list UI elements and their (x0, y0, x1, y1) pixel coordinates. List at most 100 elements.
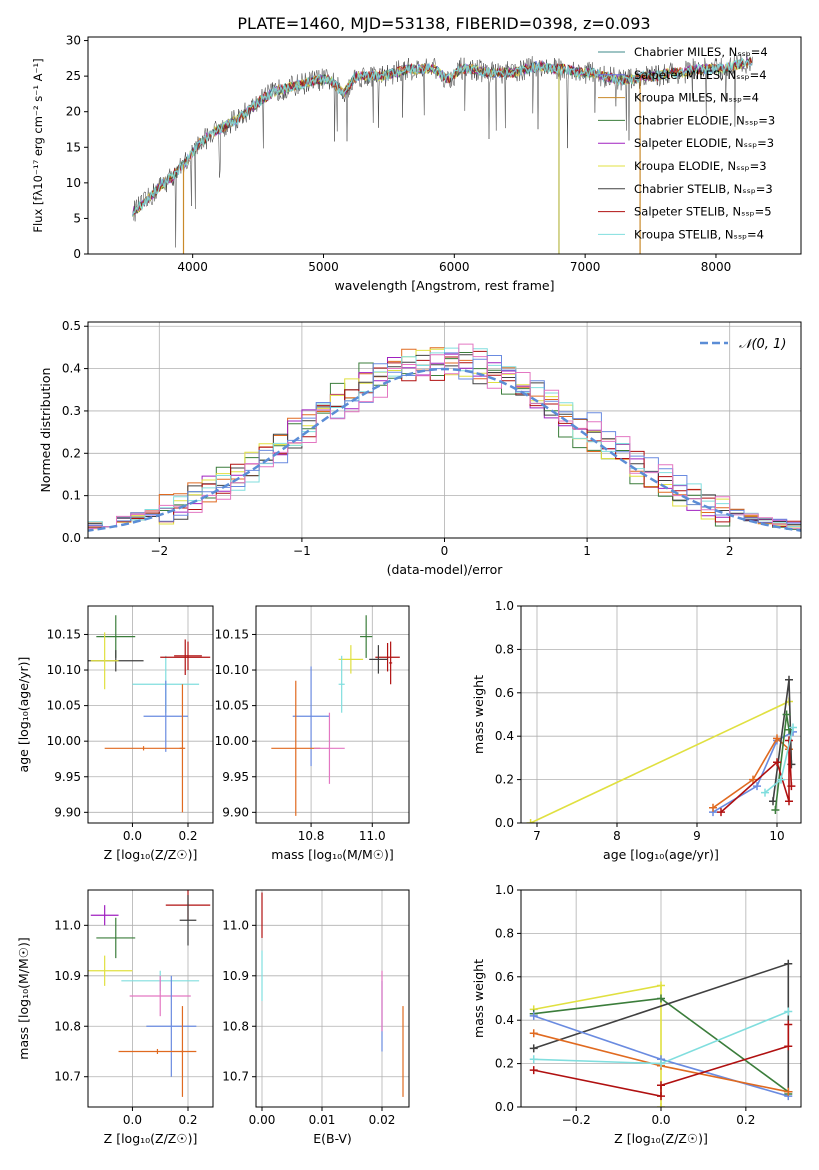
legend: Chabrier MILES, Nₛₛₚ=4 Salpeter MILES, Nₛ… (598, 45, 775, 241)
panel-mass-vs-ebv: 0.00 0.01 0.02 10.7 10.8 10.9 11.0 E(B-V) (222, 889, 410, 1146)
plot-area (88, 343, 801, 532)
weight-marker (657, 994, 665, 1003)
panel-residuals: −2 −1 0 1 2 0.0 0.1 0.2 0.3 0.4 0.5 (data-model)/er… (38, 319, 802, 577)
data-point-errorbar (338, 655, 345, 713)
y-axis-label: mass [log₁₀(M/M☉)] (16, 937, 31, 1059)
y-tick-label: 9.90 (54, 805, 81, 819)
weight-marker (777, 775, 785, 784)
gaussian-reference-curve (88, 367, 801, 532)
weight-marker (753, 782, 761, 791)
panel-spectrum: 4000 5000 6000 7000 8000 0 5 10 15 20 25 30 waveleng… (31, 34, 802, 293)
y-tick-label: 10.9 (54, 969, 81, 983)
legend-label: Chabrier STELIB, Nₛₛₚ=3 (634, 182, 773, 196)
data-point-errorbar (143, 680, 188, 752)
panel-mass-vs-Z: 0.0 0.2 10.7 10.8 10.9 11.0 Z [log₁₀(Z/Z☉)] mas… (16, 889, 214, 1146)
x-tick-label: −1 (293, 544, 311, 558)
y-tick-label: 10.10 (215, 663, 249, 677)
y-tick-label: 0.1 (62, 489, 81, 503)
weight-marker (529, 1066, 538, 1075)
x-tick-label: 0.0 (123, 1113, 142, 1127)
legend-label: Salpeter ELODIE, Nₛₛₚ=3 (634, 136, 774, 150)
data-point-errorbar (375, 642, 400, 672)
y-tick-label: 20 (66, 105, 81, 119)
plot-area (88, 890, 211, 1097)
data-point-errorbar (146, 975, 197, 1077)
data-point-errorbar (389, 641, 393, 685)
y-tick-label: 10.8 (54, 1019, 81, 1033)
y-tick-label: 0.0 (495, 816, 514, 830)
x-axis-label: mass [log₁₀(M/M☉)] (271, 847, 393, 862)
y-tick-label: 0.4 (495, 729, 514, 743)
weight-marker (771, 805, 780, 814)
figure-title: PLATE=1460, MJD=53138, FIBERID=0398, z=0… (237, 14, 650, 33)
y-tick-label: 10.7 (54, 1070, 81, 1084)
axes-frame (520, 605, 802, 824)
axes-frame (255, 605, 410, 824)
y-tick-label: 10.15 (47, 627, 81, 641)
y-tick-label: 0.6 (495, 970, 514, 984)
x-tick-label: 9 (693, 829, 701, 843)
x-tick-label: 5000 (308, 260, 339, 274)
y-tick-label: 10.05 (215, 699, 249, 713)
data-point-errorbar (314, 712, 345, 784)
plot-area (131, 51, 753, 254)
x-tick-label: 0.00 (249, 1113, 276, 1127)
x-axis-label: E(B-V) (313, 1131, 352, 1146)
weight-marker (529, 1011, 538, 1020)
legend: 𝒩(0, 1) (700, 337, 786, 352)
y-tick-label: 10.00 (47, 734, 81, 748)
x-tick-label: 0.02 (369, 1113, 396, 1127)
y-tick-label: 0.4 (62, 362, 81, 376)
x-axis-label: age [log₁₀(age/yr)] (603, 847, 719, 862)
data-point-errorbar (104, 746, 183, 751)
x-axis-label: Z [log₁₀(Z/Z☉)] (614, 1131, 708, 1146)
legend-label: Kroupa STELIB, Nₛₛₚ=4 (634, 227, 764, 241)
weight-marker (657, 1092, 665, 1101)
x-axis-label: Z [log₁₀(Z/Z☉)] (104, 847, 198, 862)
y-tick-label: 0.8 (495, 926, 514, 940)
x-tick-label: −0.2 (562, 1113, 591, 1127)
data-point-errorbar (90, 905, 119, 926)
y-tick-label: 0.2 (495, 773, 514, 787)
y-tick-label: 25 (66, 69, 81, 83)
plot-area (88, 615, 211, 813)
weight-marker (526, 819, 535, 823)
data-point-errorbar (174, 641, 202, 671)
data-point-errorbar (338, 645, 364, 674)
axes-frame (87, 605, 214, 824)
y-tick-label: 0.3 (62, 404, 81, 418)
plot-area (271, 615, 400, 816)
x-tick-label: −2 (150, 544, 168, 558)
data-point-errorbar (360, 615, 373, 658)
data-point-errorbar (88, 955, 133, 986)
y-axis-label: mass weight (471, 675, 486, 754)
weight-marker (785, 797, 793, 806)
x-tick-label: 0.2 (178, 1113, 197, 1127)
data-point-errorbar (179, 895, 197, 946)
panel-weight-vs-Z: −0.2 0.0 0.2 0.0 0.2 0.4 0.6 0.8 1.0 Z [log₁₀(Z/Z… (471, 883, 802, 1146)
axes-frame (87, 889, 214, 1108)
y-tick-label: 0.0 (62, 531, 81, 545)
data-point-errorbar (181, 1006, 184, 1097)
weight-marker (529, 1029, 538, 1038)
x-tick-label: 4000 (177, 260, 208, 274)
weight-marker (784, 1087, 793, 1096)
x-tick-label: 0.0 (123, 829, 142, 843)
data-point-errorbar (90, 632, 119, 690)
legend-label: 𝒩(0, 1) (739, 337, 786, 352)
weight-marker (773, 758, 781, 767)
y-tick-label: 9.90 (222, 805, 249, 819)
weight-marker (784, 1007, 793, 1016)
model-spectrum (131, 57, 753, 217)
weight-series-line (530, 700, 790, 823)
y-axis-label: Normed distribution (38, 368, 53, 493)
y-tick-label: 10.10 (47, 663, 81, 677)
y-tick-label: 9.95 (54, 770, 81, 784)
weight-series-line (533, 984, 662, 1107)
weight-marker (657, 981, 665, 990)
weight-marker (785, 675, 793, 684)
y-tick-label: 10.8 (222, 1019, 249, 1033)
x-tick-label: 1 (583, 544, 591, 558)
weight-marker (784, 1020, 793, 1029)
